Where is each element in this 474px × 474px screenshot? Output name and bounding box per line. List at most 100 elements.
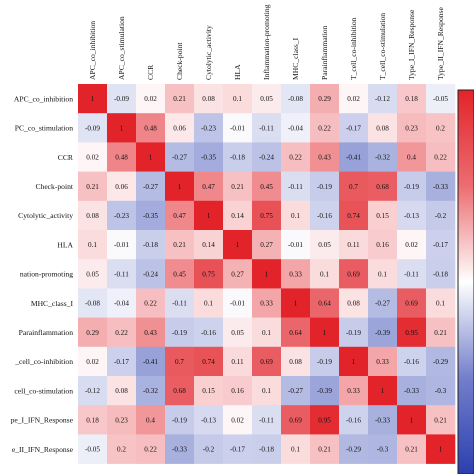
heatmap-cell xyxy=(107,376,137,406)
heatmap-cell xyxy=(252,405,282,435)
cell-value-label: -0.01 xyxy=(230,124,245,132)
cell-value-label: 0.21 xyxy=(231,183,244,191)
cell-value-label: 0.02 xyxy=(347,95,360,103)
cell-value-label: 0.1 xyxy=(204,300,213,308)
column-label: T_cell_co-stimulation xyxy=(378,13,387,80)
heatmap-cell xyxy=(136,288,166,318)
cell-value-label: 0.22 xyxy=(115,329,128,337)
cell-value-label: -0.05 xyxy=(433,95,448,103)
cell-value-label: 0.14 xyxy=(231,212,244,220)
heatmap-cell xyxy=(78,259,108,289)
cell-value-label: -0.19 xyxy=(172,416,187,424)
heatmap-cell xyxy=(252,84,282,114)
heatmap-cell xyxy=(426,346,456,377)
heatmap-cell xyxy=(165,259,195,289)
heatmap-cell xyxy=(252,113,282,143)
heatmap-cell xyxy=(252,230,282,260)
heatmap-cell xyxy=(281,113,311,143)
heatmap-cell xyxy=(136,142,166,172)
heatmap-cell xyxy=(281,288,311,318)
cell-value-label: -0.01 xyxy=(114,241,129,249)
heatmap-cell xyxy=(426,171,456,202)
heatmap-cell xyxy=(310,376,340,406)
cell-value-label: -0.27 xyxy=(143,183,158,191)
heatmap-cell xyxy=(339,376,369,406)
heatmap-cell xyxy=(310,230,340,260)
cell-value-label: 0.1 xyxy=(233,95,242,103)
cell-value-label: 0.43 xyxy=(144,329,157,337)
heatmap-cell xyxy=(339,434,369,464)
cell-value-label: 0.23 xyxy=(405,124,418,132)
row-labels: APC_co_inhibition PC_co_stimulation CCR Che… xyxy=(11,94,74,453)
heatmap-cell xyxy=(165,84,195,114)
cell-value-label: -0.33 xyxy=(375,416,390,424)
cell-value-label: 0.64 xyxy=(318,300,331,308)
cell-value-label: -0.18 xyxy=(259,446,274,454)
cell-value-label: 0.1 xyxy=(262,387,271,395)
heatmap-cell xyxy=(223,434,253,464)
heatmap-cell xyxy=(165,113,195,143)
heatmap-cell xyxy=(136,200,166,231)
heatmap-cell xyxy=(397,346,427,377)
heatmap-cell xyxy=(397,434,427,464)
cell-value-label: 1 xyxy=(265,270,269,278)
cell-value-label: 0.33 xyxy=(289,270,302,278)
cell-value-label: 0.74 xyxy=(202,358,215,366)
cell-value-label: 0.95 xyxy=(318,416,331,424)
heatmap-cell xyxy=(426,376,456,406)
heatmap-cell xyxy=(194,113,224,143)
cell-value-label: 0.05 xyxy=(260,95,273,103)
cell-value-label: -0.33 xyxy=(433,183,448,191)
heatmap-cell xyxy=(107,230,137,260)
cell-value-label: 0.29 xyxy=(318,95,331,103)
cell-value-label: 0.06 xyxy=(173,124,186,132)
heatmap-cell xyxy=(107,405,137,435)
heatmap-cell xyxy=(78,230,108,260)
cell-value-label: 0.21 xyxy=(318,446,331,454)
column-label: APC_co_inhibition xyxy=(88,21,97,80)
cell-value-label: -0.12 xyxy=(375,95,390,103)
heatmap-cell xyxy=(368,317,398,348)
heatmap-cell xyxy=(194,171,224,202)
cell-value-label: -0.16 xyxy=(404,358,419,366)
heatmap-cell xyxy=(107,288,137,318)
heatmap-cell xyxy=(310,346,340,377)
cell-value-label: 0.1 xyxy=(291,446,300,454)
cell-value-label: -0.13 xyxy=(201,416,216,424)
heatmap-cell xyxy=(368,113,398,143)
heatmap-cell xyxy=(223,113,253,143)
colorbar-scale xyxy=(457,89,474,474)
heatmap-cell xyxy=(165,434,195,464)
cell-value-label: 1 xyxy=(91,95,95,103)
cell-value-label: -0.24 xyxy=(143,270,158,278)
cell-value-label: 0.02 xyxy=(86,358,99,366)
cell-value-label: 0.69 xyxy=(405,300,418,308)
cell-value-label: -0.13 xyxy=(404,212,419,220)
heatmap-cell xyxy=(252,259,282,289)
cell-value-label: -0.39 xyxy=(317,387,332,395)
cell-value-label: 0.21 xyxy=(173,241,186,249)
heatmap-cell xyxy=(223,288,253,318)
heatmap-cell xyxy=(165,230,195,260)
column-label: Parainflammation xyxy=(320,25,329,80)
row-label: e_II_IFN_Response xyxy=(12,445,74,454)
cell-value-label: -0.16 xyxy=(201,329,216,337)
heatmap-cell xyxy=(194,259,224,289)
cell-value-label: -0.11 xyxy=(288,183,303,191)
cell-value-label: -0.18 xyxy=(230,154,245,162)
heatmap-cell xyxy=(194,376,224,406)
cell-value-label: 1 xyxy=(352,358,356,366)
row-label: Check-point xyxy=(35,182,73,191)
heatmap-cell xyxy=(223,376,253,406)
cell-value-label: 0.22 xyxy=(434,154,447,162)
heatmap-cell xyxy=(310,405,340,435)
column-label: HLA xyxy=(233,64,242,80)
cell-value-label: -0.2 xyxy=(435,212,447,220)
heatmap-cell xyxy=(310,113,340,143)
cell-value-label: -0.19 xyxy=(172,329,187,337)
heatmap-cell xyxy=(78,171,108,202)
column-label: CCR xyxy=(146,64,155,80)
heatmap-cell xyxy=(339,259,369,289)
cell-value-label: 0.68 xyxy=(376,183,389,191)
heatmap-cell xyxy=(107,171,137,202)
